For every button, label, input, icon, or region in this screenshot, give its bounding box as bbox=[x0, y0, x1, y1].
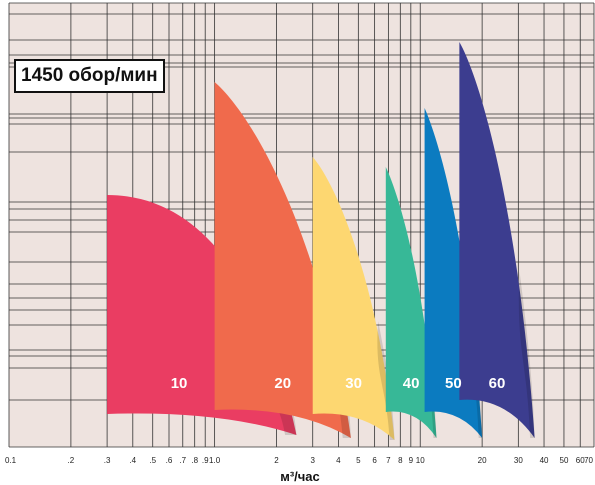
x-tick-label: 10 bbox=[416, 456, 425, 465]
x-tick-label: 5 bbox=[356, 456, 361, 465]
x-tick-label: .4 bbox=[129, 456, 136, 465]
curve-60 bbox=[459, 42, 535, 438]
x-tick-label: 7 bbox=[386, 456, 391, 465]
performance-curves bbox=[107, 42, 535, 440]
curve-label-10: 10 bbox=[171, 375, 188, 392]
x-tick-label: .9 bbox=[202, 456, 209, 465]
x-tick-label: 60 bbox=[576, 456, 585, 465]
curve-60-shade bbox=[518, 271, 535, 438]
curve-40 bbox=[385, 167, 437, 438]
curve-label-40: 40 bbox=[403, 375, 420, 392]
x-tick-label: 6 bbox=[372, 456, 377, 465]
x-tick-labels: 0.1 .2 .3 .4 .5 .6 .7 .8 .9 1.0 2 3 4 5 6 7 8 9 10 20 30 40 50… bbox=[5, 456, 594, 465]
x-tick-label: .6 bbox=[166, 456, 173, 465]
x-tick-label: 70 bbox=[584, 456, 593, 465]
x-tick-label: 20 bbox=[478, 456, 487, 465]
curve-label-30: 30 bbox=[345, 375, 362, 392]
x-tick-label: 30 bbox=[514, 456, 523, 465]
x-tick-label: .8 bbox=[191, 456, 198, 465]
x-tick-label: 3 bbox=[310, 456, 315, 465]
x-tick-label: 0.1 bbox=[5, 456, 17, 465]
x-tick-label: .5 bbox=[149, 456, 156, 465]
curve-labels: 10 20 30 40 50 60 bbox=[171, 375, 506, 392]
curve-label-60: 60 bbox=[489, 375, 506, 392]
x-tick-label: 50 bbox=[560, 456, 569, 465]
curve-label-50: 50 bbox=[445, 375, 462, 392]
curve-label-20: 20 bbox=[274, 375, 291, 392]
x-tick-label: 4 bbox=[336, 456, 341, 465]
x-axis-label: м³/час bbox=[280, 469, 320, 484]
x-tick-label: .3 bbox=[104, 456, 111, 465]
curve-30 bbox=[312, 157, 395, 440]
x-tick-label: 9 bbox=[409, 456, 414, 465]
x-tick-label: 1.0 bbox=[209, 456, 221, 465]
chart-title: 1450 обор/мин bbox=[14, 59, 165, 93]
x-tick-label: 40 bbox=[540, 456, 549, 465]
x-tick-label: 2 bbox=[274, 456, 279, 465]
x-tick-label: .2 bbox=[68, 456, 75, 465]
x-tick-label: 8 bbox=[398, 456, 403, 465]
x-tick-label: .7 bbox=[179, 456, 186, 465]
